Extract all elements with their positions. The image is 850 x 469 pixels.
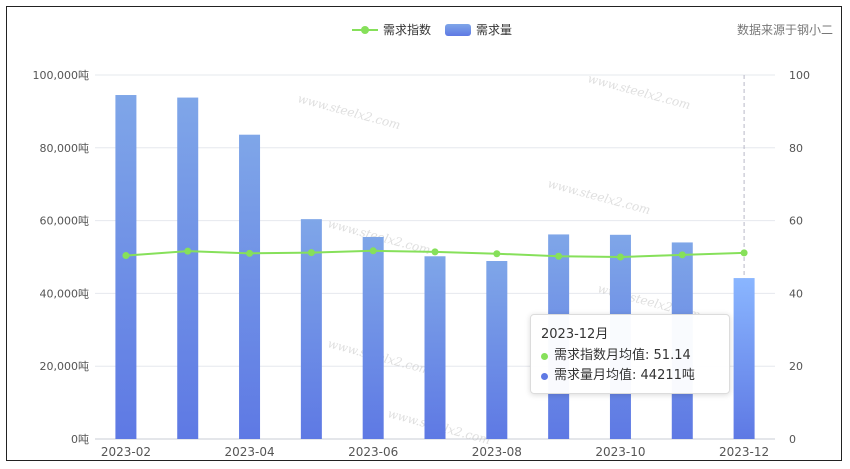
y-right-tick-label: 0: [789, 433, 796, 446]
legend-item-index[interactable]: 需求指数: [352, 21, 431, 38]
index-point-2023-03: [184, 247, 192, 255]
y-left-tick-label: 80,000吨: [40, 142, 90, 155]
tooltip-dot-index: [541, 352, 548, 360]
watermark-text: www.steelx2.com: [296, 91, 402, 132]
combo-chart: 0吨 0 20,000吨 20 40,000吨 40 60,000吨 60 80,000吨 80 1…: [33, 69, 811, 459]
chart-tooltip: 2023-12月 需求指数月均值: 51.14 需求量月均值: 44211吨: [530, 314, 730, 394]
index-point-2023-05: [307, 249, 315, 257]
index-point-2023-12: [740, 249, 748, 257]
tooltip-label-volume: 需求量月均值:: [554, 368, 637, 383]
y-left-tick-label: 40,000吨: [40, 287, 90, 300]
tooltip-row-index: 需求指数月均值: 51.14: [541, 346, 719, 366]
index-point-2023-09: [555, 252, 563, 260]
index-point-2023-10: [616, 253, 624, 261]
x-tick-label: 2023-06: [348, 445, 398, 459]
y-right-tick-label: 40: [789, 287, 803, 300]
bar-2023-04: [239, 134, 261, 440]
legend-item-volume[interactable]: 需求量: [445, 21, 512, 38]
x-tick-label: 2023-10: [595, 445, 645, 459]
bar-2023-06: [362, 236, 384, 439]
y-right-tick-label: 100: [789, 69, 810, 82]
line-legend-icon: [352, 25, 378, 35]
bar-legend-icon: [445, 23, 472, 36]
legend-line-label: 需求指数: [383, 23, 432, 37]
legend[interactable]: 需求指数 需求量: [352, 21, 526, 38]
tooltip-value-volume: 44211吨: [640, 368, 695, 383]
x-tick-label: 2023-04: [224, 445, 274, 459]
index-point-2023-07: [431, 248, 439, 256]
y-left-tick-label: 100,000吨: [33, 69, 90, 82]
bar-2023-07: [424, 256, 446, 439]
chart-frame: 0吨 0 20,000吨 20 40,000吨 40 60,000吨 60 80,000吨 80 1…: [6, 6, 842, 461]
index-point-2023-11: [678, 251, 686, 259]
bar-2023-05: [300, 219, 322, 439]
y-right-tick-label: 60: [789, 215, 803, 228]
legend-bar-label: 需求量: [476, 23, 513, 37]
index-point-2023-06: [369, 247, 377, 255]
x-tick-label: 2023-08: [472, 445, 522, 459]
index-point-2023-08: [493, 250, 501, 258]
y-left-tick-label: 60,000吨: [40, 215, 90, 228]
x-tick-label: 2023-02: [101, 445, 151, 459]
bar-2023-03: [177, 97, 199, 440]
y-left-tick-label: 0吨: [71, 433, 89, 446]
tooltip-label-index: 需求指数月均值:: [554, 348, 650, 363]
tooltip-value-index: 51.14: [653, 348, 691, 363]
x-tick-label: 2023-12: [719, 445, 769, 459]
bar-2023-12: [733, 278, 755, 439]
watermark-text: www.steelx2.com: [586, 71, 692, 112]
tooltip-dot-volume: [541, 372, 548, 380]
bar-2023-08: [486, 261, 508, 439]
index-point-2023-04: [246, 249, 254, 257]
y-right-tick-label: 80: [789, 142, 803, 155]
tooltip-title: 2023-12月: [541, 327, 609, 342]
y-right-tick-label: 20: [789, 360, 803, 373]
source-note: 数据来源于钢小二: [736, 23, 833, 37]
watermark-text: www.steelx2.com: [546, 176, 652, 217]
bar-2023-02: [115, 95, 137, 440]
index-point-2023-02: [122, 252, 130, 260]
y-left-tick-label: 20,000吨: [40, 360, 90, 373]
tooltip-row-volume: 需求量月均值: 44211吨: [541, 366, 719, 386]
